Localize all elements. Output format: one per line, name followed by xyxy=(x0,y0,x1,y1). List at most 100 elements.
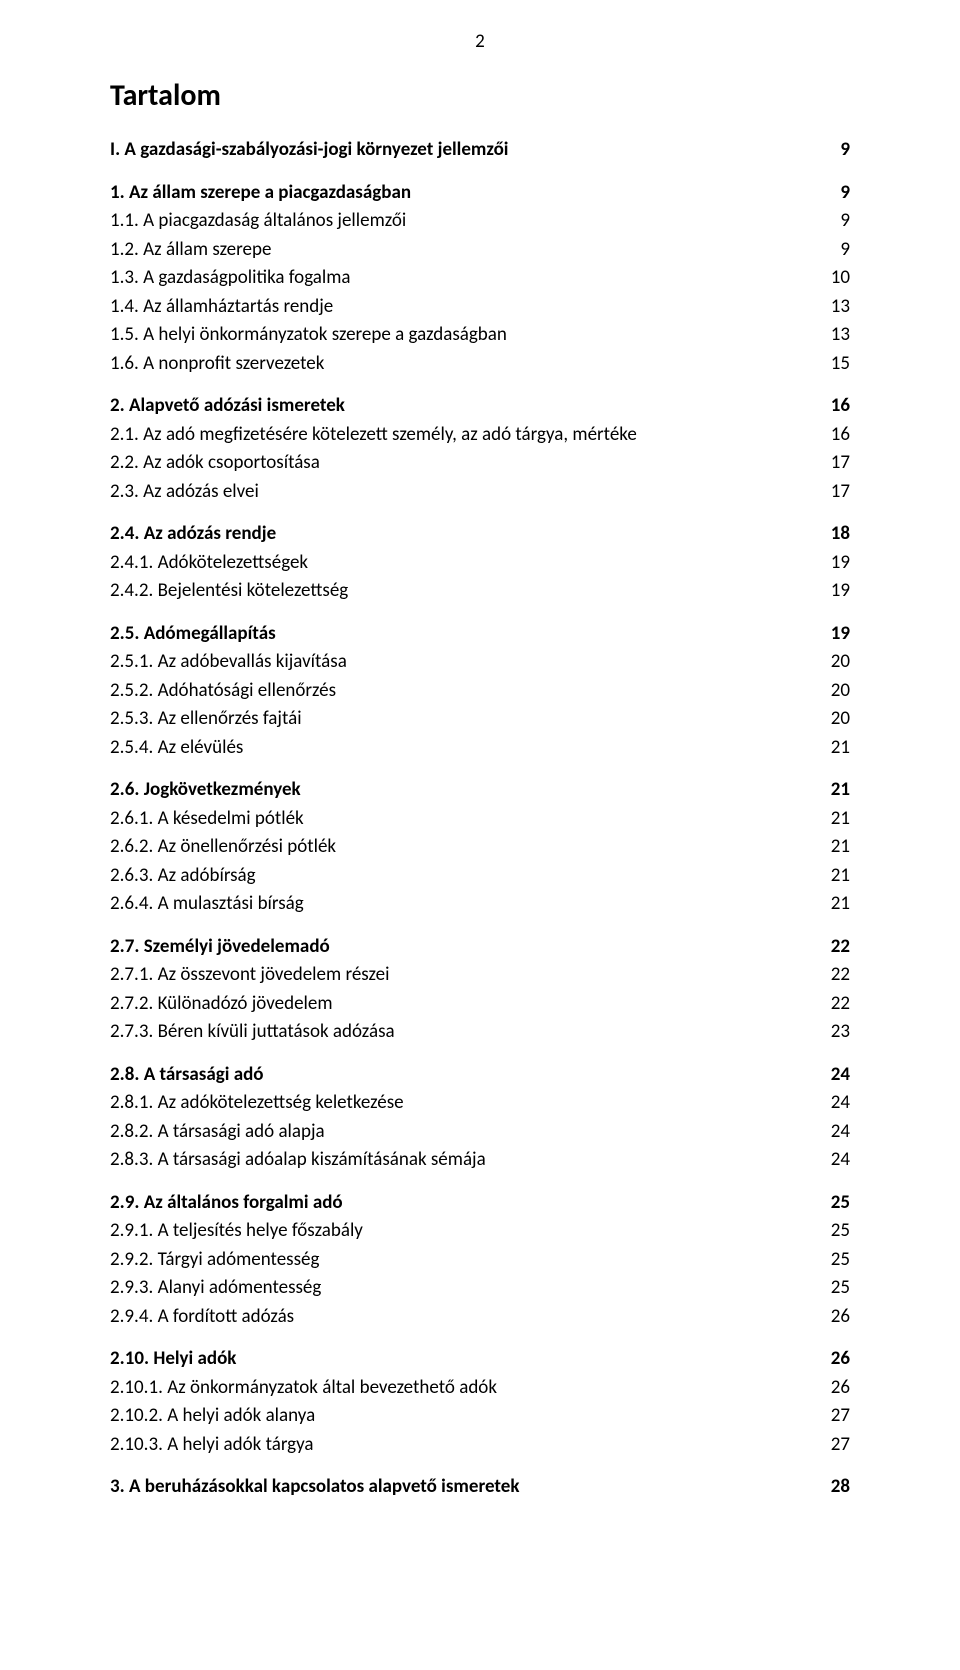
toc-row: 2.9. Az általános forgalmi adó25 xyxy=(110,1189,850,1218)
toc-entry-page: 21 xyxy=(819,862,850,891)
toc-entry-page: 21 xyxy=(819,833,850,862)
toc-row: I. A gazdasági-szabályozási-jogi környez… xyxy=(110,136,850,165)
toc-row: 2.6.4. A mulasztási bírság21 xyxy=(110,890,850,919)
toc-row: 2.6.2. Az önellenőrzési pótlék 21 xyxy=(110,833,850,862)
toc-entry-label: 2.7.2. Különadózó jövedelem xyxy=(110,990,333,1019)
toc-row: 2.10.3. A helyi adók tárgya27 xyxy=(110,1431,850,1460)
toc-entry-page: 26 xyxy=(819,1374,850,1403)
toc-entry-label: 2.10.2. A helyi adók alanya xyxy=(110,1402,315,1431)
toc-row: 2.8.3. A társasági adóalap kiszámításána… xyxy=(110,1146,850,1175)
toc-row: 3. A beruházásokkal kapcsolatos alapvető… xyxy=(110,1473,850,1502)
toc-row: 1.2. Az állam szerepe 9 xyxy=(110,236,850,265)
toc-row: 2.1. Az adó megfizetésére kötelezett sze… xyxy=(110,421,850,450)
toc-entry-page: 20 xyxy=(819,677,850,706)
toc-row: 2.5.1. Az adóbevallás kijavítása 20 xyxy=(110,648,850,677)
toc-entry-page: 25 xyxy=(819,1274,850,1303)
toc-entry-label: 2.9.2. Tárgyi adómentesség xyxy=(110,1246,319,1275)
toc-row: 1. Az állam szerepe a piacgazdaságban9 xyxy=(110,179,850,208)
toc-entry-page: 22 xyxy=(819,933,850,962)
toc-entry-page: 21 xyxy=(819,890,850,919)
toc-entry-page: 9 xyxy=(828,136,850,165)
toc-entry-label: 1.2. Az állam szerepe xyxy=(110,236,271,265)
toc-row: 1.1. A piacgazdaság általános jellemzői 9 xyxy=(110,207,850,236)
toc-row: 2.8.1. Az adókötelezettség keletkezése24 xyxy=(110,1089,850,1118)
page-container: 2 Tartalom I. A gazdasági-szabályozási-j… xyxy=(0,0,960,1552)
toc-row: 2.2. Az adók csoportosítása 17 xyxy=(110,449,850,478)
toc-row: 2.7.3. Béren kívüli juttatások adózása 23 xyxy=(110,1018,850,1047)
toc-entry-page: 26 xyxy=(819,1303,850,1332)
toc-entry-page: 26 xyxy=(819,1345,850,1374)
toc-entry-page: 9 xyxy=(828,236,850,265)
toc-row: 2.6.3. Az adóbírság21 xyxy=(110,862,850,891)
toc-entry-label: 2.4. Az adózás rendje xyxy=(110,520,276,549)
toc-entry-label: 2.8. A társasági adó xyxy=(110,1061,264,1090)
toc-row: 2.4.2. Bejelentési kötelezettség19 xyxy=(110,577,850,606)
toc-entry-label: 2.8.3. A társasági adóalap kiszámításána… xyxy=(110,1146,486,1175)
toc-entry-page: 24 xyxy=(819,1146,850,1175)
toc-entry-label: 2.5.1. Az adóbevallás kijavítása xyxy=(110,648,347,677)
toc-entry-page: 13 xyxy=(819,293,850,322)
toc-row: 2.8. A társasági adó 24 xyxy=(110,1061,850,1090)
toc-row: 1.6. A nonprofit szervezetek15 xyxy=(110,350,850,379)
toc-entry-page: 13 xyxy=(819,321,850,350)
toc-entry-page: 15 xyxy=(819,350,850,379)
toc-entry-page: 24 xyxy=(819,1061,850,1090)
toc-row: 2.7.2. Különadózó jövedelem 22 xyxy=(110,990,850,1019)
toc-entry-label: 2.7.3. Béren kívüli juttatások adózása xyxy=(110,1018,395,1047)
toc-entry-label: 2.1. Az adó megfizetésére kötelezett sze… xyxy=(110,421,637,450)
toc-entry-page: 17 xyxy=(819,449,850,478)
toc-row: 2.4. Az adózás rendje18 xyxy=(110,520,850,549)
toc-entry-label: 2.3. Az adózás elvei xyxy=(110,478,259,507)
toc-row: 2.7. Személyi jövedelemadó22 xyxy=(110,933,850,962)
toc-entry-label: 3. A beruházásokkal kapcsolatos alapvető… xyxy=(110,1473,519,1502)
toc-entry-page: 22 xyxy=(819,990,850,1019)
toc-entry-page: 10 xyxy=(819,264,850,293)
toc-entry-label: I. A gazdasági-szabályozási-jogi környez… xyxy=(110,136,508,165)
toc-entry-label: 2.9. Az általános forgalmi adó xyxy=(110,1189,343,1218)
toc-entry-label: 1. Az állam szerepe a piacgazdaságban xyxy=(110,179,411,208)
toc-row: 2.6.1. A késedelmi pótlék21 xyxy=(110,805,850,834)
toc-entry-label: 2.10.1. Az önkormányzatok által bevezeth… xyxy=(110,1374,497,1403)
toc-entry-page: 20 xyxy=(819,648,850,677)
toc-row: 2.8.2. A társasági adó alapja24 xyxy=(110,1118,850,1147)
page-number: 2 xyxy=(110,30,850,53)
toc-entry-label: 2.5.2. Adóhatósági ellenőrzés xyxy=(110,677,336,706)
toc-entry-page: 25 xyxy=(819,1246,850,1275)
toc-row: 2.9.3. Alanyi adómentesség 25 xyxy=(110,1274,850,1303)
toc-row: 2.6. Jogkövetkezmények21 xyxy=(110,776,850,805)
toc-row: 1.5. A helyi önkormányzatok szerepe a ga… xyxy=(110,321,850,350)
toc-entry-label: 2.9.3. Alanyi adómentesség xyxy=(110,1274,321,1303)
toc-list: I. A gazdasági-szabályozási-jogi környez… xyxy=(110,136,850,1502)
toc-entry-label: 2.6.2. Az önellenőrzési pótlék xyxy=(110,833,336,862)
toc-entry-label: 2. Alapvető adózási ismeretek xyxy=(110,392,345,421)
toc-entry-label: 1.1. A piacgazdaság általános jellemzői xyxy=(110,207,406,236)
toc-row: 1.3. A gazdaságpolitika fogalma10 xyxy=(110,264,850,293)
toc-row: 2.9.1. A teljesítés helye főszabály 25 xyxy=(110,1217,850,1246)
toc-entry-label: 2.2. Az adók csoportosítása xyxy=(110,449,320,478)
toc-entry-page: 17 xyxy=(819,478,850,507)
toc-entry-label: 1.5. A helyi önkormányzatok szerepe a ga… xyxy=(110,321,507,350)
toc-row: 2.9.4. A fordított adózás26 xyxy=(110,1303,850,1332)
toc-row: 2.7.1. Az összevont jövedelem részei22 xyxy=(110,961,850,990)
toc-row: 2.10. Helyi adók26 xyxy=(110,1345,850,1374)
toc-row: 2.5.3. Az ellenőrzés fajtái 20 xyxy=(110,705,850,734)
toc-entry-label: 2.5.3. Az ellenőrzés fajtái xyxy=(110,705,302,734)
toc-entry-page: 24 xyxy=(819,1118,850,1147)
toc-entry-label: 2.8.1. Az adókötelezettség keletkezése xyxy=(110,1089,404,1118)
toc-entry-page: 23 xyxy=(819,1018,850,1047)
toc-row: 2.5. Adómegállapítás 19 xyxy=(110,620,850,649)
toc-entry-label: 2.7.1. Az összevont jövedelem részei xyxy=(110,961,389,990)
toc-entry-label: 2.6. Jogkövetkezmények xyxy=(110,776,301,805)
toc-entry-page: 9 xyxy=(828,207,850,236)
toc-entry-page: 25 xyxy=(819,1217,850,1246)
toc-row: 1.4. Az államháztartás rendje13 xyxy=(110,293,850,322)
toc-entry-page: 27 xyxy=(819,1402,850,1431)
toc-entry-page: 21 xyxy=(819,734,850,763)
toc-row: 2.5.2. Adóhatósági ellenőrzés 20 xyxy=(110,677,850,706)
toc-entry-label: 2.5. Adómegállapítás xyxy=(110,620,276,649)
toc-entry-page: 19 xyxy=(819,620,850,649)
toc-entry-page: 19 xyxy=(819,577,850,606)
toc-entry-label: 2.9.1. A teljesítés helye főszabály xyxy=(110,1217,363,1246)
toc-entry-page: 20 xyxy=(819,705,850,734)
toc-row: 2.9.2. Tárgyi adómentesség 25 xyxy=(110,1246,850,1275)
